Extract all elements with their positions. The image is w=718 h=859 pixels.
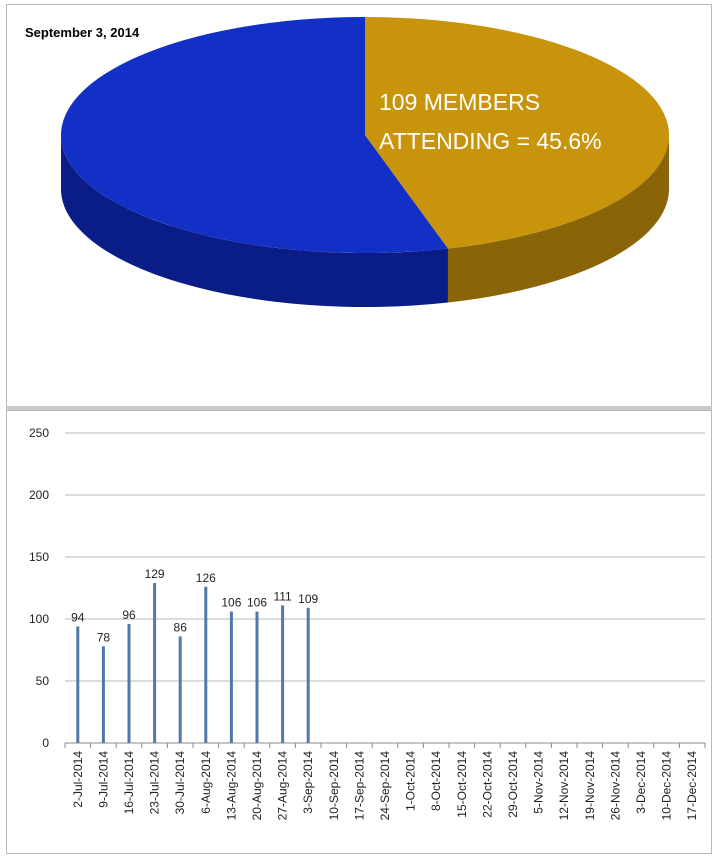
pie-chart-title: September 3, 2014 [25, 25, 140, 40]
x-tick-label: 1-Oct-2014 [404, 751, 418, 811]
x-tick-label: 15-Oct-2014 [455, 751, 469, 818]
data-label: 106 [221, 596, 241, 610]
bar [178, 636, 182, 743]
pie-chart-panel: September 3, 2014 109 MEMBERS ATTENDING =… [6, 4, 712, 408]
bar [281, 605, 285, 743]
x-tick-label: 10-Sep-2014 [327, 751, 341, 821]
bar [204, 586, 208, 743]
pie-slice-remaining [61, 17, 448, 253]
bar-chart: 0 50 100 150 200 250 94 2-Jul-2014 78 9-Jul-2014 9… [29, 426, 706, 821]
bar [101, 646, 105, 743]
data-label: 106 [247, 596, 267, 610]
x-tick-label: 12-Nov-2014 [557, 751, 571, 821]
data-label: 86 [174, 620, 188, 634]
pie-chart: 109 MEMBERS ATTENDING = 45.6% [61, 17, 669, 307]
pie-slice-label: ATTENDING = 45.6% [379, 128, 602, 154]
x-tick-label: 3-Sep-2014 [301, 751, 315, 814]
bar-chart-panel: 0 50 100 150 200 250 94 2-Jul-2014 78 9-Jul-2014 9… [6, 410, 712, 854]
bar [229, 611, 233, 743]
x-tick-label: 27-Aug-2014 [276, 751, 290, 821]
data-label: 78 [97, 630, 111, 644]
x-tick-label: 19-Nov-2014 [583, 751, 597, 821]
y-tick-label: 250 [29, 426, 49, 440]
x-tick-label: 29-Oct-2014 [506, 751, 520, 818]
pie-slice-label: 109 MEMBERS [379, 89, 540, 115]
y-tick-label: 0 [42, 736, 49, 750]
bar [255, 611, 259, 743]
y-tick-label: 100 [29, 612, 49, 626]
x-tick-label: 16-Jul-2014 [122, 751, 136, 815]
data-label: 94 [71, 610, 85, 624]
x-tick-label: 24-Sep-2014 [378, 751, 392, 821]
x-tick-label: 13-Aug-2014 [224, 751, 238, 821]
x-tick-label: 6-Aug-2014 [199, 751, 213, 814]
x-tick-label: 22-Oct-2014 [480, 751, 494, 818]
x-tick-label: 10-Dec-2014 [660, 751, 674, 821]
pie-slice-attending [365, 17, 669, 249]
x-tick-label: 20-Aug-2014 [250, 751, 264, 821]
x-tick-label: 30-Jul-2014 [173, 751, 187, 815]
data-label: 96 [122, 608, 136, 622]
data-label: 126 [196, 571, 216, 585]
x-tick-label: 8-Oct-2014 [429, 751, 443, 811]
bar [76, 626, 80, 743]
x-tick-label: 2-Jul-2014 [71, 751, 85, 808]
pie-slice-side [447, 135, 669, 303]
x-tick-label: 9-Jul-2014 [96, 751, 110, 808]
y-tick-label: 150 [29, 550, 49, 564]
x-tick-label: 26-Nov-2014 [608, 751, 622, 821]
x-tick-label: 23-Jul-2014 [148, 751, 162, 815]
bar [306, 607, 310, 743]
y-tick-label: 200 [29, 488, 49, 502]
x-tick-label: 5-Nov-2014 [532, 751, 546, 814]
data-label: 111 [273, 589, 292, 603]
bar [153, 583, 157, 743]
panel-divider [6, 406, 712, 410]
pie-side-band [61, 135, 448, 307]
x-tick-label: 17-Sep-2014 [352, 751, 366, 821]
data-label: 109 [298, 592, 318, 606]
bar [127, 623, 131, 743]
data-label: 129 [145, 567, 165, 581]
x-tick-label: 17-Dec-2014 [685, 751, 699, 821]
x-tick-label: 3-Dec-2014 [634, 751, 648, 814]
y-tick-label: 50 [36, 674, 50, 688]
